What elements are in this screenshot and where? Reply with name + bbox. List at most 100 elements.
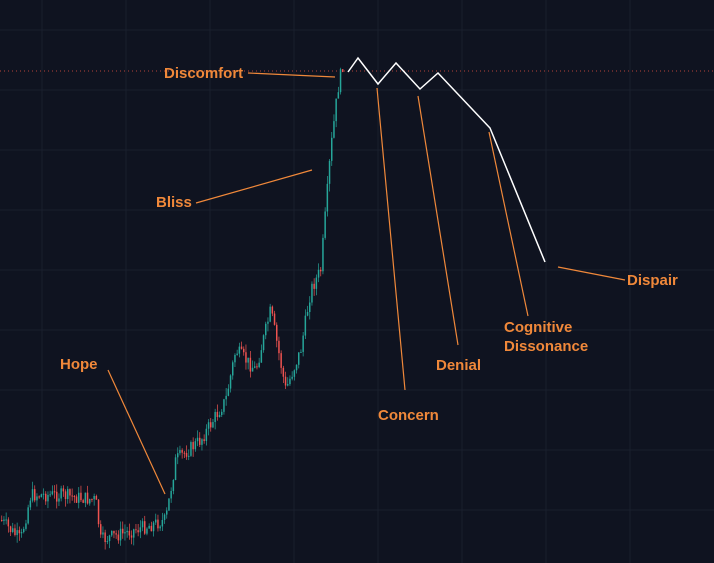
- candle-body: [100, 524, 102, 535]
- candle-body: [137, 530, 139, 533]
- candle-body: [267, 321, 269, 324]
- candle-body: [218, 415, 221, 417]
- label: Bliss: [156, 194, 192, 211]
- candle-body: [148, 525, 150, 529]
- candle-body: [119, 528, 122, 541]
- candle-body: [322, 237, 324, 272]
- candle-body: [82, 500, 84, 503]
- candle-body: [150, 525, 153, 532]
- candle-body: [317, 269, 320, 278]
- candle-body: [34, 489, 36, 501]
- candle-body: [205, 428, 208, 442]
- candle-body: [20, 532, 23, 534]
- candle-body: [58, 498, 60, 502]
- candle-body: [221, 411, 223, 416]
- candle-body: [282, 367, 285, 377]
- candle-body: [339, 69, 342, 93]
- candle-body: [71, 495, 73, 497]
- candle-body: [183, 452, 186, 454]
- candle-body: [14, 528, 16, 536]
- candles: [1, 67, 344, 550]
- candle-body: [139, 527, 142, 533]
- connectors: [107, 72, 626, 495]
- candle-body: [333, 121, 335, 138]
- candle-body: [53, 491, 56, 493]
- candle-body: [249, 357, 252, 372]
- candle-body: [260, 350, 263, 363]
- candle-body: [179, 450, 181, 454]
- candle-body: [302, 335, 304, 352]
- candle-body: [170, 490, 172, 499]
- candle-body: [106, 541, 109, 543]
- candle-body: [60, 488, 62, 499]
- candle-body: [141, 521, 144, 528]
- candle-body: [168, 498, 170, 511]
- label: Dispair: [627, 272, 678, 289]
- candle-body: [331, 137, 333, 161]
- candle-body: [172, 480, 175, 491]
- connector: [417, 95, 459, 346]
- candle-body: [295, 364, 298, 371]
- candle-body: [280, 353, 282, 368]
- candle-body: [111, 530, 113, 536]
- candle-body: [216, 411, 219, 417]
- candle-body: [130, 535, 133, 538]
- candle-body: [42, 493, 45, 495]
- candle-body: [214, 411, 216, 423]
- connector: [488, 131, 529, 317]
- candle-body: [12, 528, 14, 533]
- candle-body: [64, 491, 67, 500]
- candle-body: [284, 376, 287, 386]
- candle-body: [128, 530, 131, 536]
- candle-body: [337, 92, 340, 99]
- candle-body: [135, 529, 137, 531]
- candle-body: [265, 323, 267, 336]
- candle-body: [16, 530, 18, 536]
- candle-body: [117, 534, 120, 541]
- candle-body: [234, 354, 236, 363]
- candle-body: [91, 499, 93, 501]
- connector: [107, 369, 166, 495]
- candle-body: [289, 378, 291, 385]
- candle-body: [133, 529, 135, 538]
- candle-body: [207, 422, 210, 429]
- candle-body: [47, 494, 49, 502]
- candle-body: [31, 489, 34, 501]
- candle-body: [5, 519, 7, 521]
- candle-body: [56, 491, 58, 502]
- candle-body: [236, 353, 238, 355]
- candle-body: [69, 489, 71, 496]
- candle-body: [210, 422, 212, 428]
- candle-body: [75, 496, 78, 503]
- candle-body: [7, 519, 10, 527]
- candle-body: [269, 306, 271, 322]
- candle-body: [95, 495, 98, 500]
- candle-body: [108, 535, 111, 542]
- candle-body: [115, 533, 117, 535]
- candle-body: [97, 499, 100, 525]
- candle-body: [126, 530, 128, 533]
- candle-body: [203, 439, 205, 442]
- candle-body: [328, 160, 331, 184]
- candle-body: [122, 528, 124, 534]
- candle-body: [174, 457, 177, 481]
- candle-body: [9, 526, 12, 533]
- label: Discomfort: [164, 65, 244, 82]
- candle-body: [320, 269, 322, 272]
- candle-body: [291, 376, 293, 379]
- candle-body: [309, 302, 311, 313]
- candle-body: [287, 384, 289, 386]
- candle-body: [223, 399, 225, 412]
- candle-body: [177, 453, 179, 458]
- candle-body: [73, 496, 76, 498]
- candle-body: [86, 492, 89, 504]
- candle-body: [229, 375, 232, 389]
- candle-body: [335, 98, 337, 122]
- candle-body: [27, 507, 29, 524]
- candle-body: [93, 495, 95, 500]
- candle-body: [80, 492, 82, 501]
- candle-body: [196, 437, 199, 442]
- connector: [195, 169, 313, 204]
- candle-body: [192, 442, 194, 450]
- candle-body: [181, 450, 183, 453]
